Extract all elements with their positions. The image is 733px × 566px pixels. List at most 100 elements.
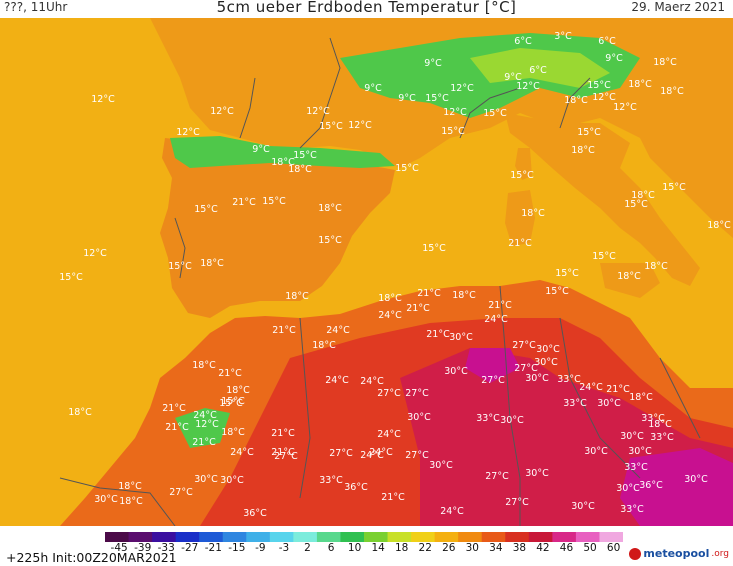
- temperature-label: 27°C: [505, 497, 529, 508]
- temperature-label: 15°C: [59, 272, 83, 283]
- temperature-label: 15°C: [483, 108, 507, 119]
- temperature-label: 15°C: [319, 121, 343, 132]
- temperature-label: 24°C: [440, 506, 464, 517]
- temperature-label: 24°C: [325, 375, 349, 386]
- temperature-label: 30°C: [525, 468, 549, 479]
- temperature-label: 18°C: [288, 164, 312, 175]
- temperature-label: 27°C: [405, 450, 429, 461]
- temperature-label: 30°C: [429, 460, 453, 471]
- temperature-label: 24°C: [230, 447, 254, 458]
- temperature-label: 12°C: [176, 127, 200, 138]
- temperature-label: 18°C: [118, 481, 142, 492]
- border-line: [659, 357, 701, 439]
- temperature-label: 21°C: [162, 403, 186, 414]
- border-line: [239, 77, 256, 139]
- land-sardinia: [505, 190, 535, 246]
- colorbar-tick-label: -15: [228, 542, 246, 554]
- temperature-label: 15°C: [318, 235, 342, 246]
- temperature-label: 27°C: [485, 471, 509, 482]
- temperature-label: 30°C: [571, 501, 595, 512]
- temperature-label: 18°C: [285, 291, 309, 302]
- border-line: [499, 285, 521, 526]
- temperature-label: 9°C: [504, 72, 522, 83]
- temperature-label: 12°C: [195, 419, 219, 430]
- temperature-label: 18°C: [378, 293, 402, 304]
- temperature-label: 27°C: [514, 363, 538, 374]
- temperature-label: 15°C: [395, 163, 419, 174]
- temperature-label: 12°C: [306, 106, 330, 117]
- atlas-cool-area: [175, 408, 230, 448]
- temperature-label: 9°C: [252, 144, 270, 155]
- colorbar-labels: -45 -39 -33 -27 -21 -15 -9 -3 2 6 10 14 18 22 26 30 34 38…: [105, 542, 623, 556]
- temperature-label: 21°C: [165, 422, 189, 433]
- temperature-label: 15°C: [662, 182, 686, 193]
- temperature-label: 18°C: [312, 340, 336, 351]
- temperature-label: 30°C: [444, 366, 468, 377]
- temperature-label: 15°C: [592, 251, 616, 262]
- temperature-label: 33°C: [650, 432, 674, 443]
- colorbar-tick-label: 2: [304, 542, 311, 554]
- temperature-label: 24°C: [369, 447, 393, 458]
- temperature-label: 6°C: [529, 65, 547, 76]
- colorbar-tick-label: -33: [157, 542, 175, 554]
- border-line: [174, 217, 186, 279]
- temperature-label: 15°C: [219, 398, 243, 409]
- land-corsica: [515, 148, 532, 180]
- temperature-label: 18°C: [660, 86, 684, 97]
- temperature-label: 18°C: [226, 385, 250, 396]
- border-line: [559, 77, 591, 129]
- colorbar-tick-label: -9: [255, 542, 266, 554]
- temperature-label: 6°C: [514, 36, 532, 47]
- colorbar-segment: [340, 532, 365, 542]
- temperature-label: 36°C: [639, 480, 663, 491]
- colorbar-tick-label: 26: [442, 542, 456, 554]
- colorbar-segment: [199, 532, 224, 542]
- colorbar-segment: [411, 532, 436, 542]
- run-time-label: ???, 11Uhr: [4, 0, 68, 14]
- land-iberia: [160, 138, 395, 318]
- temperature-label: 18°C: [521, 208, 545, 219]
- temperature-label: 21°C: [406, 303, 430, 314]
- temperature-label: 18°C: [318, 203, 342, 214]
- temperature-label: 18°C: [192, 360, 216, 371]
- temperature-labels: 12°C12°C 12°C12°C12°C15°C 12°C9°C9°C12°C9°…: [59, 31, 731, 519]
- colorbar-segment: [222, 532, 247, 542]
- colorbar-tick-label: 30: [465, 542, 479, 554]
- temperature-label: 30°C: [407, 412, 431, 423]
- logo-suffix: .org: [711, 548, 729, 559]
- temperature-label: 27°C: [405, 388, 429, 399]
- pyrenees-cool-area: [170, 136, 395, 168]
- temperature-label: 30°C: [534, 357, 558, 368]
- colorbar-tick-label: 34: [489, 542, 503, 554]
- temperature-label: 18°C: [653, 57, 677, 68]
- colorbar-segment: [269, 532, 294, 542]
- temperature-label: 27°C: [377, 388, 401, 399]
- temperature-label: 12°C: [613, 102, 637, 113]
- temperature-label: 18°C: [452, 290, 476, 301]
- colorbar-segment: [246, 532, 271, 542]
- colorbar-tick-label: 14: [371, 542, 385, 554]
- temperature-label: 21°C: [232, 197, 256, 208]
- colorbar-segment: [364, 532, 389, 542]
- temperature-label: 18°C: [68, 407, 92, 418]
- country-borders: [59, 37, 701, 526]
- colorbar-tick-label: 50: [583, 542, 597, 554]
- colorbar-segment: [458, 532, 483, 542]
- temperature-label: 18°C: [629, 392, 653, 403]
- temperature-map: 12°C 12°C 12°C 12°C 12°C 15°C 12°C 9°C 9°C 12°C 9°…: [0, 18, 733, 526]
- footer: -45 -39 -33 -27 -21 -15 -9 -3 2 6 10 14 18 22 26 30 34 38…: [0, 526, 733, 566]
- colorbar-tick-label: 10: [347, 542, 362, 554]
- temperature-label: 30°C: [94, 494, 118, 505]
- map-canvas: 12°C12°C 12°C12°C12°C15°C 12°C9°C9°C12°C9°…: [0, 18, 733, 526]
- temperature-label: 27°C: [329, 448, 353, 459]
- colorbar-tick-label: 46: [559, 542, 574, 554]
- colorbar-tick-label: -39: [134, 542, 152, 554]
- colorbar-segment: [505, 532, 530, 542]
- land-africa-hottest: [465, 348, 520, 383]
- border-line: [559, 317, 641, 479]
- colorbar: [105, 532, 623, 542]
- meteopool-logo[interactable]: meteopool .org: [629, 547, 729, 560]
- temperature-label: 33°C: [641, 413, 665, 424]
- temperature-label: 15°C: [425, 93, 449, 104]
- temperature-label: 18°C: [648, 419, 672, 430]
